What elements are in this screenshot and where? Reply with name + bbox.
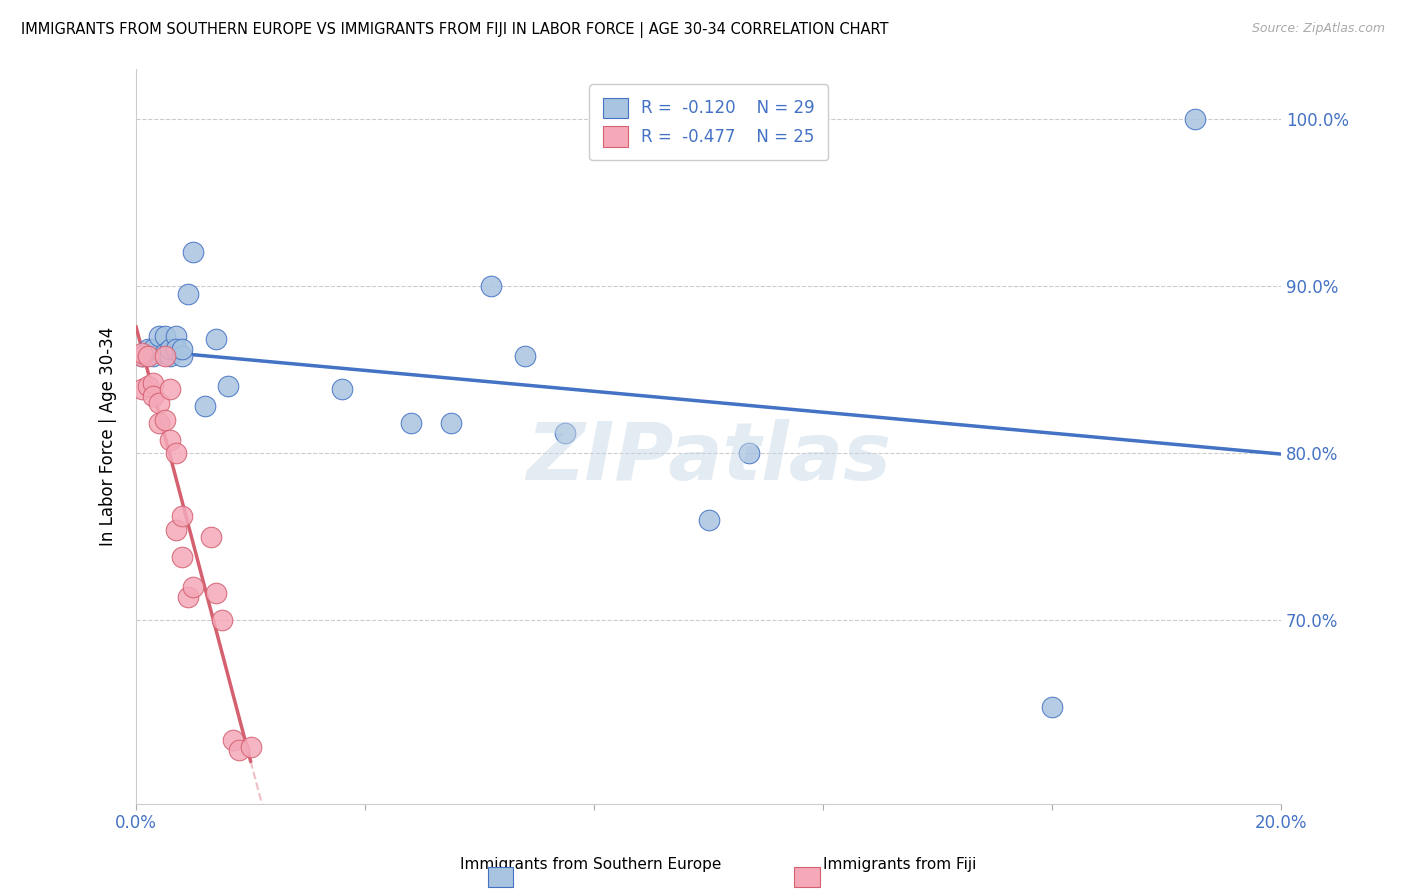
Point <box>153 345 176 359</box>
Point <box>1040 700 1063 714</box>
Point <box>239 740 262 755</box>
Point <box>697 513 720 527</box>
Point <box>1184 112 1206 126</box>
Y-axis label: In Labor Force | Age 30-34: In Labor Force | Age 30-34 <box>100 326 117 546</box>
Legend: R =  -0.120    N = 29, R =  -0.477    N = 25: R = -0.120 N = 29, R = -0.477 N = 25 <box>589 84 828 160</box>
Point <box>142 376 165 390</box>
Point <box>165 329 187 343</box>
Point <box>142 349 165 363</box>
Point <box>165 446 187 460</box>
Point <box>200 530 222 544</box>
Point <box>170 349 193 363</box>
Text: Immigrants from Southern Europe: Immigrants from Southern Europe <box>460 857 721 872</box>
Point <box>222 733 245 747</box>
Point <box>170 343 193 357</box>
Point <box>183 580 205 594</box>
Point <box>228 743 250 757</box>
Point <box>159 343 181 357</box>
Point <box>554 425 576 440</box>
Point <box>148 329 170 343</box>
Point <box>159 349 181 363</box>
Point <box>479 278 502 293</box>
Point <box>399 416 422 430</box>
Point <box>153 349 176 363</box>
Point <box>159 383 181 397</box>
Point <box>153 329 176 343</box>
Point <box>183 245 205 260</box>
Point <box>330 383 353 397</box>
Point <box>131 345 153 359</box>
Point <box>176 590 198 604</box>
Point <box>136 349 159 363</box>
Point <box>176 287 198 301</box>
Point <box>136 379 159 393</box>
Point <box>148 416 170 430</box>
Text: Immigrants from Fiji: Immigrants from Fiji <box>823 857 977 872</box>
Point <box>205 332 228 346</box>
Point <box>131 349 153 363</box>
Point <box>165 523 187 537</box>
Point <box>136 345 159 359</box>
Point <box>165 343 187 357</box>
Point <box>515 349 537 363</box>
Text: ZIPatlas: ZIPatlas <box>526 419 891 498</box>
Point <box>205 586 228 600</box>
Point <box>217 379 239 393</box>
Point <box>136 343 159 357</box>
Text: IMMIGRANTS FROM SOUTHERN EUROPE VS IMMIGRANTS FROM FIJI IN LABOR FORCE | AGE 30-: IMMIGRANTS FROM SOUTHERN EUROPE VS IMMIG… <box>21 22 889 38</box>
Point <box>440 416 463 430</box>
Point <box>194 399 217 413</box>
Point <box>142 389 165 403</box>
Point <box>131 349 153 363</box>
Point <box>737 446 759 460</box>
Point <box>211 613 233 627</box>
Point <box>148 396 170 410</box>
Point <box>170 549 193 564</box>
Point <box>170 509 193 524</box>
Point <box>159 433 181 447</box>
Point <box>142 343 165 357</box>
Point <box>131 383 153 397</box>
Text: Source: ZipAtlas.com: Source: ZipAtlas.com <box>1251 22 1385 36</box>
Point <box>153 412 176 426</box>
